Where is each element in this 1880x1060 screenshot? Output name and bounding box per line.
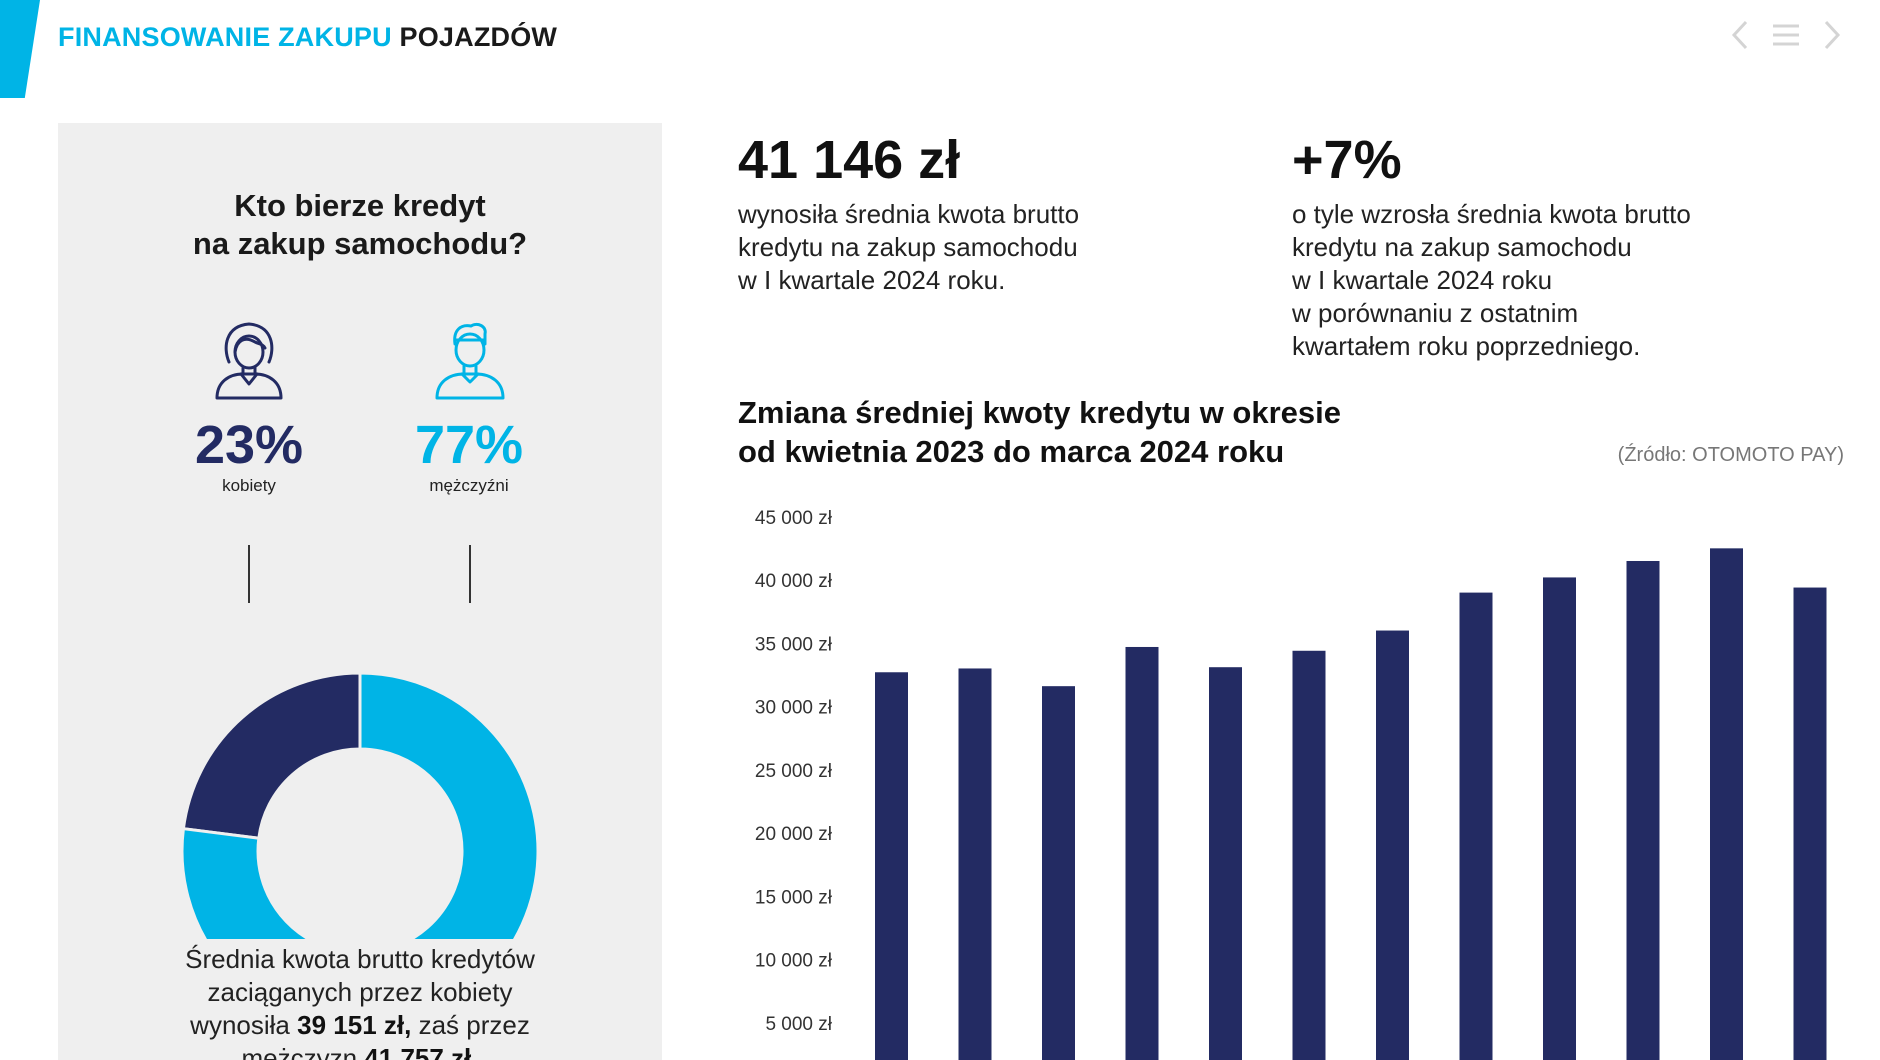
gender-caption: Średnia kwota brutto kredytów zaciąganyc… [88, 943, 632, 1060]
caption-line1: Średnia kwota brutto kredytów [185, 944, 535, 974]
men-amount: 41 757 zł. [364, 1043, 479, 1060]
bar-5 [1209, 667, 1242, 1060]
y-tick-label: 45 000 zł [755, 508, 833, 529]
donut-slice-men [180, 671, 540, 939]
chevron-left-icon [1731, 20, 1748, 50]
man-icon [435, 322, 505, 400]
prev-button[interactable] [1726, 18, 1754, 52]
bar-7 [1376, 630, 1409, 1060]
menu-icon [1773, 24, 1799, 46]
chevron-right-icon [1824, 20, 1841, 50]
bar-1 [875, 672, 908, 1060]
bar-chart: 45 000 zł 40 000 zł 35 000 zł 30 000 zł 25 0… [755, 508, 1827, 1060]
bar-10 [1626, 560, 1660, 1060]
growth-stat: +7% o tyle wzrosła średnia kwota brutto … [1292, 130, 1832, 363]
menu-button[interactable] [1772, 18, 1800, 52]
gender-panel-title-line2: na zakup samochodu? [192, 226, 528, 261]
y-tick-label: 10 000 zł [755, 951, 833, 972]
bar-9 [1543, 577, 1576, 1060]
men-stat: 77% mężczyźni [399, 318, 539, 496]
page-title-part1: FINANSOWANIE ZAKUPU [58, 22, 392, 52]
donut-chart [180, 545, 540, 939]
bar-4 [1125, 646, 1159, 1060]
y-tick-label: 30 000 zł [755, 698, 833, 719]
woman-icon [215, 322, 283, 400]
slide-navigation [1726, 18, 1846, 52]
average-amount-stat: 41 146 zł wynosiła średnia kwota brutto … [738, 130, 1218, 297]
gender-panel-title-line1: Kto bierze kredyt [234, 188, 486, 223]
growth-desc: o tyle wzrosła średnia kwota brutto kred… [1292, 199, 1691, 361]
donut-slice-women [181, 671, 362, 840]
growth-value: +7% [1292, 130, 1402, 190]
accent-bar [0, 0, 40, 98]
y-tick-label: 20 000 zł [755, 824, 833, 845]
bar-11 [1710, 548, 1743, 1060]
y-tick-label: 25 000 zł [755, 761, 833, 782]
women-amount: 39 151 zł, [297, 1010, 412, 1040]
caption-line4: mężczyzn 41 757 zł. [88, 1042, 632, 1060]
men-label: mężczyźni [429, 476, 509, 495]
women-label: kobiety [222, 476, 276, 495]
page-title: FINANSOWANIE ZAKUPU POJAZDÓW [58, 22, 557, 53]
gender-panel-title: Kto bierze kredyt na zakup samochodu? [58, 187, 662, 263]
bar-chart-source: (Źródło: OTOMOTO PAY) [1617, 444, 1844, 466]
bar-8 [1459, 592, 1493, 1060]
caption-line4-pre: mężczyzn [241, 1043, 358, 1060]
women-percent: 23% [194, 415, 304, 475]
y-tick-label: 40 000 zł [755, 571, 833, 592]
bar-chart-title: Zmiana średniej kwoty kredytu w okresie … [738, 395, 1342, 469]
y-tick-label: 5 000 zł [765, 1014, 832, 1035]
bar-2 [958, 668, 992, 1060]
y-tick-label: 15 000 zł [755, 887, 833, 908]
average-amount-value: 41 146 zł [738, 130, 961, 190]
page-title-part2: POJAZDÓW [399, 22, 558, 52]
gender-panel: Kto bierze kredyt na zakup samochodu? 23… [58, 123, 662, 1060]
caption-line3-pre: wynosiła [190, 1010, 290, 1040]
bar-6 [1292, 650, 1326, 1060]
next-button[interactable] [1818, 18, 1846, 52]
average-amount-desc: wynosiła średnia kwota brutto kredytu na… [738, 199, 1080, 295]
caption-line3-post: zaś przez [418, 1010, 530, 1040]
y-tick-label: 35 000 zł [755, 634, 833, 655]
bar-12 [1793, 587, 1827, 1060]
women-stat: 23% kobiety [179, 318, 319, 496]
bar-3 [1042, 686, 1075, 1060]
caption-line3: wynosiła 39 151 zł, zaś przez [88, 1009, 632, 1042]
men-percent: 77% [414, 415, 524, 475]
caption-line2: zaciąganych przez kobiety [207, 977, 513, 1007]
